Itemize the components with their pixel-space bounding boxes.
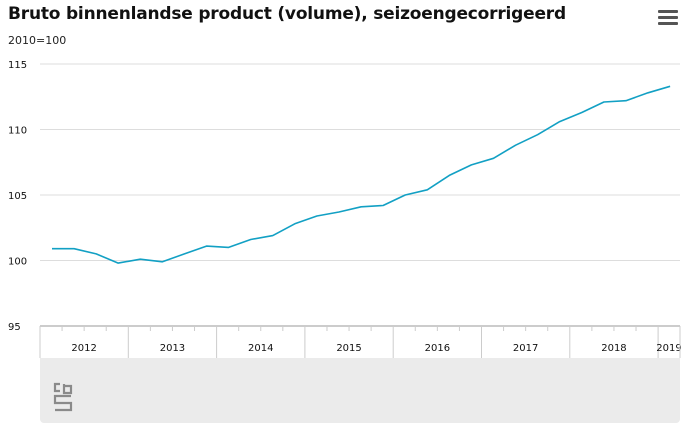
y-tick-label: 100 <box>8 257 27 268</box>
y-tick-label: 95 <box>8 322 21 333</box>
menu-bar <box>658 22 678 25</box>
x-tick-label: 2018 <box>601 343 626 354</box>
y-tick-label: 105 <box>8 191 27 202</box>
x-tick-label: 2012 <box>71 343 96 354</box>
x-tick-label: 2019 <box>656 343 681 354</box>
x-tick-label: 2016 <box>425 343 450 354</box>
x-tick-label: 2014 <box>248 343 273 354</box>
menu-bar <box>658 16 678 19</box>
cbs-logo-icon <box>53 382 73 412</box>
x-tick-label: 2013 <box>160 343 185 354</box>
line-chart: 95 100 105 110 115 2012 2013 2014 2015 2016 2017 20… <box>8 60 682 358</box>
menu-bar <box>658 10 678 13</box>
hamburger-menu-icon[interactable] <box>658 10 678 27</box>
y-tick-label: 110 <box>8 126 27 137</box>
chart-title: Bruto binnenlandse product (volume), sei… <box>8 4 566 24</box>
y-tick-label: 115 <box>8 60 27 71</box>
chart-footer <box>40 358 680 423</box>
series-line <box>52 85 671 264</box>
chart-subtitle: 2010=100 <box>8 34 67 47</box>
x-tick-label: 2017 <box>513 343 538 354</box>
x-tick-label: 2015 <box>336 343 361 354</box>
